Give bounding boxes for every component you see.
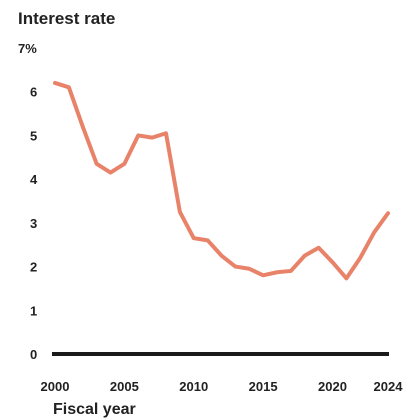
y-tick-label: 7%	[18, 41, 37, 56]
x-axis-label: Fiscal year	[53, 401, 136, 418]
y-tick-label: 0	[30, 347, 37, 362]
x-tick-label: 2010	[179, 379, 208, 394]
series-points	[54, 82, 389, 279]
chart-title: Interest rate	[18, 9, 115, 28]
y-tick-label: 6	[30, 85, 37, 100]
x-tick-label: 2020	[318, 379, 347, 394]
y-axis-ticks: 0 1 2 3 4 5 6 7%	[18, 41, 38, 362]
x-tick-label: 2005	[110, 379, 139, 394]
x-tick-label: 2015	[249, 379, 278, 394]
x-tick-label: 2024	[374, 379, 404, 394]
y-tick-label: 3	[30, 216, 37, 231]
y-tick-label: 1	[30, 303, 37, 318]
interest-rate-series-line	[53, 80, 390, 281]
y-tick-label: 2	[30, 260, 37, 275]
y-tick-label: 4	[30, 172, 38, 187]
y-tick-label: 5	[30, 128, 37, 143]
x-axis-ticks: 2000 2005 2010 2015 2020 2024	[41, 379, 404, 394]
x-tick-label: 2000	[41, 379, 70, 394]
